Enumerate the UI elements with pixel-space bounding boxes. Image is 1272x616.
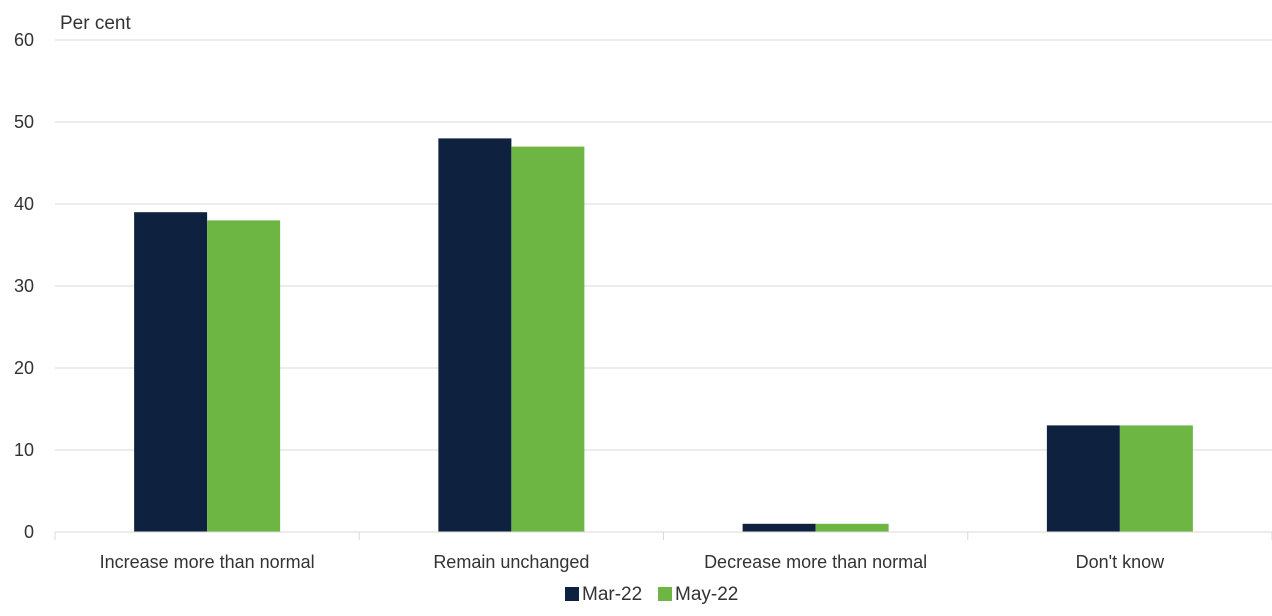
x-tick-label: Remain unchanged [433, 552, 589, 572]
legend: Mar-22 May-22 [565, 584, 738, 605]
x-tick-label: Increase more than normal [100, 552, 315, 572]
legend-label: May-22 [675, 584, 738, 605]
bar-may-22 [207, 220, 281, 532]
x-axis: Increase more than normal Remain unchange… [54, 531, 1272, 572]
y-tick-label: 60 [14, 30, 34, 50]
y-tick-label: 30 [14, 276, 34, 296]
y-tick-label: 10 [14, 440, 34, 460]
bar-may-22 [815, 523, 889, 532]
legend-swatch [565, 587, 579, 601]
y-tick-labels: 0 10 20 30 40 50 60 [14, 30, 34, 542]
y-tick-label: 20 [14, 358, 34, 378]
x-tick-label: Decrease more than normal [704, 552, 927, 572]
bar-mar-22 [134, 212, 208, 532]
y-tick-label: 50 [14, 112, 34, 132]
x-tick-label: Don't know [1076, 552, 1165, 572]
bar-mar-22 [1046, 425, 1120, 532]
bars [134, 138, 1193, 532]
bar-may-22 [511, 146, 585, 532]
y-axis-label: Per cent [60, 13, 131, 34]
bar-mar-22 [742, 523, 816, 532]
y-tick-label: 40 [14, 194, 34, 214]
y-tick-label: 0 [24, 522, 34, 542]
bar-may-22 [1119, 425, 1193, 532]
bar-mar-22 [438, 138, 512, 532]
legend-swatch [658, 587, 672, 601]
legend-label: Mar-22 [582, 584, 642, 605]
